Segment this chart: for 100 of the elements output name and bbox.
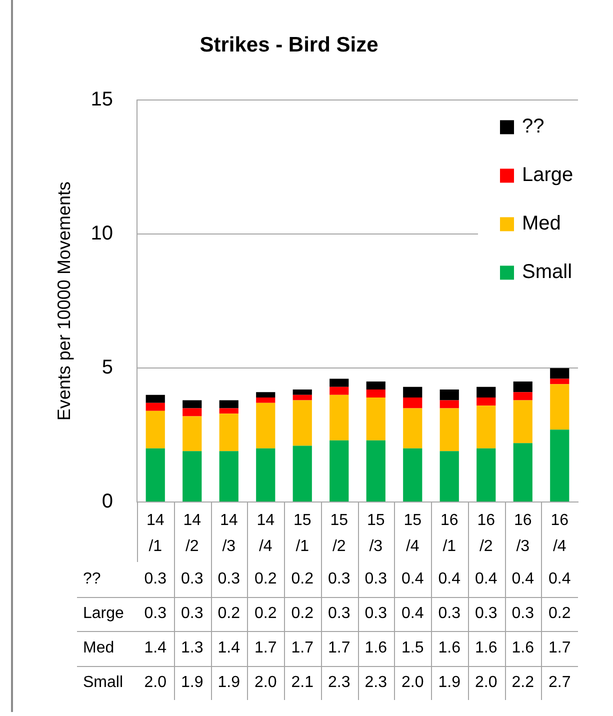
data-label: 0.2 [218, 605, 240, 622]
bar [182, 400, 202, 408]
data-label: 1.6 [438, 640, 461, 657]
text: Med [83, 640, 114, 657]
data-label: 0.3 [364, 570, 388, 588]
bar [513, 381, 532, 392]
data-label: 0.3 [181, 570, 204, 588]
data-label: 1.6 [512, 640, 534, 657]
bar [366, 389, 386, 398]
bar [219, 414, 238, 452]
x-tick-label: 14/4 [256, 512, 275, 555]
data-label: 1.7 [328, 640, 350, 657]
data-label: 1.9 [181, 674, 204, 692]
data-label: 0.4 [512, 570, 534, 588]
bar [182, 451, 202, 502]
data-label: 0.2 [254, 605, 277, 622]
data-label: 2.0 [475, 674, 498, 692]
data-label: 0.2 [291, 570, 314, 588]
data-label: 0.3 [438, 605, 461, 622]
data-label: 2.0 [402, 674, 424, 692]
bar [403, 398, 422, 408]
bar [440, 389, 459, 400]
bar [440, 408, 459, 452]
bar [292, 394, 312, 400]
data-label: 0.4 [475, 570, 498, 588]
data-label: 0.2 [548, 605, 571, 622]
bar [146, 410, 165, 448]
data-label: 1.7 [548, 640, 571, 657]
data-label: 0.3 [328, 570, 350, 588]
x-tick-label: 16/4 [550, 512, 569, 555]
data-label: 1.9 [218, 674, 240, 692]
bar [550, 430, 570, 502]
bar [256, 392, 276, 398]
y-tick-label: 15 [90, 88, 113, 111]
bar [219, 451, 238, 502]
x-tick-label: 14/1 [146, 512, 164, 555]
bar [366, 381, 386, 390]
x-tick-label: 15/2 [330, 512, 348, 555]
bar [366, 398, 386, 440]
y-axis-title: Events per 10000 Movements [54, 182, 74, 421]
bar [292, 400, 312, 446]
x-tick-label: 16/2 [477, 512, 496, 555]
x-tick-label: 15/1 [293, 512, 312, 555]
data-label: 0.4 [402, 605, 424, 622]
data-label: 0.4 [402, 570, 424, 588]
bar [182, 408, 202, 416]
bar [330, 440, 349, 502]
data-label: 1.6 [475, 640, 498, 657]
x-tick-label: 14/2 [183, 512, 202, 555]
data-label: 2.2 [512, 674, 534, 692]
x-tick-label: 15/4 [404, 512, 422, 555]
bar [256, 402, 276, 448]
bar [256, 398, 276, 403]
data-label: 1.4 [144, 640, 167, 657]
legend-label: ?? [522, 116, 544, 138]
bar [182, 416, 202, 452]
data-label: 1.7 [254, 640, 277, 657]
y-tick-label: 0 [102, 490, 113, 513]
data-label: 0.2 [254, 570, 277, 588]
data-label: 0.3 [144, 570, 167, 588]
data-label: 0.4 [438, 570, 461, 588]
text: ?? [83, 570, 101, 588]
data-label: 0.3 [475, 605, 498, 622]
data-label: 1.7 [291, 640, 314, 657]
bar [330, 394, 349, 440]
text: Large [83, 605, 124, 622]
bar [476, 386, 496, 398]
y-tick-label: 5 [102, 356, 113, 379]
x-tick-label: 14/3 [220, 512, 238, 555]
legend-label: Small [522, 261, 572, 284]
bar [330, 378, 349, 387]
data-label: 1.3 [181, 640, 204, 657]
bar [256, 448, 276, 502]
data-label: 1.4 [218, 640, 240, 657]
x-tick-label: 16/1 [440, 512, 458, 555]
bar [330, 386, 349, 395]
text: Small [83, 674, 124, 692]
bar [403, 386, 422, 398]
bar [146, 394, 165, 403]
data-label: 0.4 [548, 570, 571, 588]
bar [403, 408, 422, 448]
bar [550, 378, 570, 384]
bar [146, 402, 165, 411]
bar [513, 392, 532, 400]
bar [219, 408, 238, 414]
y-tick-label: 10 [90, 222, 113, 245]
data-label: 1.6 [364, 640, 388, 657]
bar [550, 368, 570, 379]
data-label: 1.9 [438, 674, 461, 692]
data-label: 2.3 [328, 674, 350, 692]
x-tick-label: 16/3 [514, 512, 532, 555]
data-label: 2.1 [291, 674, 314, 692]
data-label: 0.3 [364, 605, 388, 622]
data-label: 0.3 [144, 605, 167, 622]
bar [476, 448, 496, 502]
bar [403, 448, 422, 502]
data-label: 0.3 [512, 605, 534, 622]
data-label: 0.3 [218, 570, 240, 588]
data-label: 2.0 [144, 674, 167, 692]
data-label: 0.2 [291, 605, 314, 622]
